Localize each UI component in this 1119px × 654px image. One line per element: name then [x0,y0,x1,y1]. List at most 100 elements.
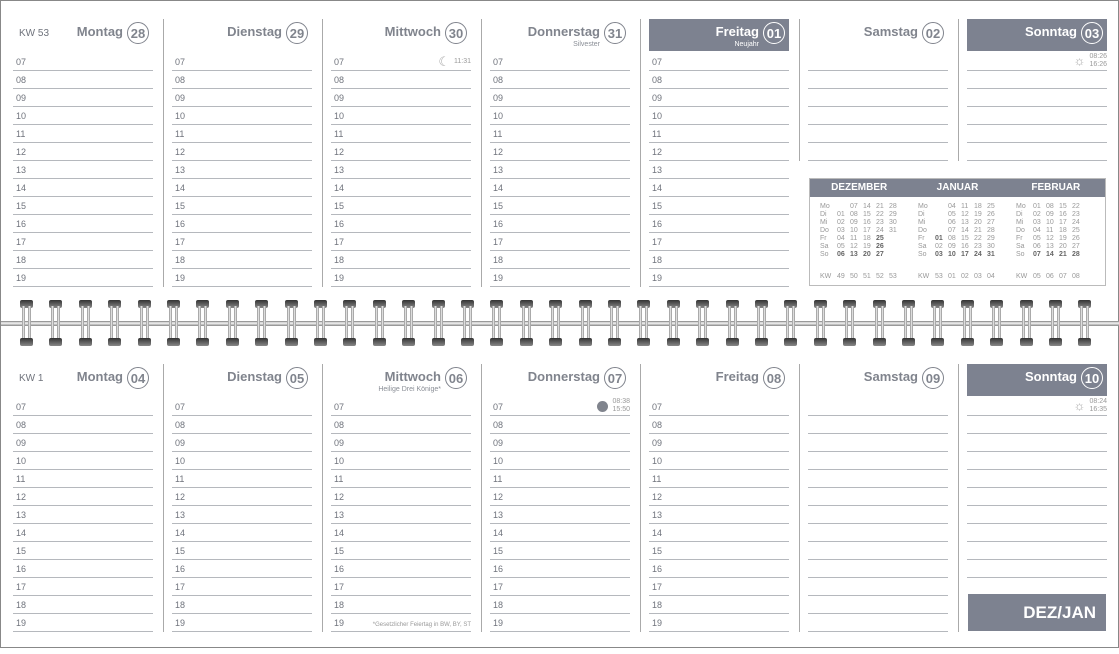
hour-row[interactable] [808,53,948,71]
hour-row[interactable] [808,488,948,506]
hour-row[interactable]: 15 [13,197,153,215]
hour-row[interactable]: 12 [490,488,630,506]
hour-row[interactable] [967,524,1107,542]
hour-row[interactable]: 13 [649,506,789,524]
hour-row[interactable]: 07 [331,398,471,416]
hour-row[interactable]: 11 [649,470,789,488]
hour-row[interactable]: 08 [13,71,153,89]
hour-row[interactable] [967,143,1107,161]
hour-row[interactable]: 15 [649,197,789,215]
hour-row[interactable]: 11 [490,470,630,488]
hour-row[interactable]: 17 [649,233,789,251]
hour-row[interactable]: 12 [331,488,471,506]
hour-row[interactable]: 07 [172,398,312,416]
hour-row[interactable] [967,107,1107,125]
hour-row[interactable]: 18 [13,251,153,269]
hour-row[interactable]: 14 [172,524,312,542]
hour-row[interactable]: 18 [649,251,789,269]
hour-row[interactable]: 12 [13,143,153,161]
hour-row[interactable]: 18 [13,596,153,614]
hour-row[interactable]: 16 [13,215,153,233]
hour-row[interactable]: 11 [172,470,312,488]
hour-row[interactable] [808,542,948,560]
hour-row[interactable] [967,416,1107,434]
hour-row[interactable]: 10 [331,107,471,125]
hour-row[interactable]: 08 [331,71,471,89]
hour-row[interactable]: 16 [13,560,153,578]
hour-row[interactable]: 16 [490,560,630,578]
hour-row[interactable]: 17 [490,233,630,251]
hour-row[interactable]: 10 [172,107,312,125]
hour-row[interactable]: 08 [13,416,153,434]
hour-row[interactable]: 14 [331,179,471,197]
hour-row[interactable] [808,89,948,107]
hour-row[interactable]: 19 [172,269,312,287]
hour-row[interactable]: 14 [172,179,312,197]
hour-row[interactable]: 17 [13,578,153,596]
hour-row[interactable]: 09 [649,89,789,107]
hour-row[interactable]: 15 [490,197,630,215]
hour-row[interactable]: 14 [13,179,153,197]
hour-row[interactable] [967,488,1107,506]
hour-row[interactable]: 12 [331,143,471,161]
hour-row[interactable] [967,434,1107,452]
hour-row[interactable] [808,614,948,632]
hour-row[interactable]: 07 [649,398,789,416]
hour-row[interactable]: 17 [331,233,471,251]
hour-row[interactable]: 08 [172,71,312,89]
hour-row[interactable] [808,434,948,452]
hour-row[interactable]: 09 [649,434,789,452]
hour-row[interactable]: 08 [649,71,789,89]
hour-row[interactable]: 09 [490,89,630,107]
hour-row[interactable]: 10 [490,107,630,125]
hour-row[interactable]: 15 [13,542,153,560]
hour-row[interactable]: 15 [331,197,471,215]
hour-row[interactable]: 17 [172,233,312,251]
hour-row[interactable]: 15 [331,542,471,560]
hour-row[interactable]: 11 [331,125,471,143]
hour-row[interactable]: 11 [172,125,312,143]
hour-row[interactable] [967,470,1107,488]
hour-row[interactable]: 07 [490,53,630,71]
hour-row[interactable]: 13 [172,506,312,524]
hour-row[interactable] [808,143,948,161]
hour-row[interactable]: 13 [490,161,630,179]
hour-row[interactable] [808,398,948,416]
hour-row[interactable]: 18 [331,596,471,614]
hour-row[interactable] [808,560,948,578]
hour-row[interactable]: 19 *Gesetzlicher Feiertag in BW, BY, ST [331,614,471,632]
hour-row[interactable]: 08 [649,416,789,434]
hour-row[interactable]: 18 [490,251,630,269]
hour-row[interactable]: 19 [172,614,312,632]
hour-row[interactable]: 16 [490,215,630,233]
hour-row[interactable] [967,71,1107,89]
hour-row[interactable]: 07 [13,53,153,71]
hour-row[interactable] [808,524,948,542]
hour-row[interactable]: 17 [649,578,789,596]
hour-row[interactable]: 13 [13,161,153,179]
hour-row[interactable]: 14 [490,524,630,542]
hour-row[interactable]: 17 [490,578,630,596]
hour-row[interactable]: 07 [13,398,153,416]
hour-row[interactable]: 17 [13,233,153,251]
hour-row[interactable]: 11 [490,125,630,143]
hour-row[interactable]: 10 [490,452,630,470]
hour-row[interactable]: 12 [490,143,630,161]
hour-row[interactable]: 14 [649,524,789,542]
hour-row[interactable] [808,416,948,434]
hour-row[interactable]: 09 [331,434,471,452]
hour-row[interactable]: 16 [331,215,471,233]
hour-row[interactable]: 10 [13,452,153,470]
hour-row[interactable]: 13 [331,161,471,179]
hour-row[interactable]: 13 [490,506,630,524]
hour-row[interactable]: 09 [172,434,312,452]
hour-row[interactable] [967,542,1107,560]
hour-row[interactable]: 17 [172,578,312,596]
hour-row[interactable] [808,506,948,524]
hour-row[interactable]: 11 [13,470,153,488]
hour-row[interactable]: 11 [331,470,471,488]
hour-row[interactable]: 15 [172,542,312,560]
hour-row[interactable]: 19 [13,269,153,287]
hour-row[interactable]: 10 [172,452,312,470]
hour-row[interactable] [808,452,948,470]
